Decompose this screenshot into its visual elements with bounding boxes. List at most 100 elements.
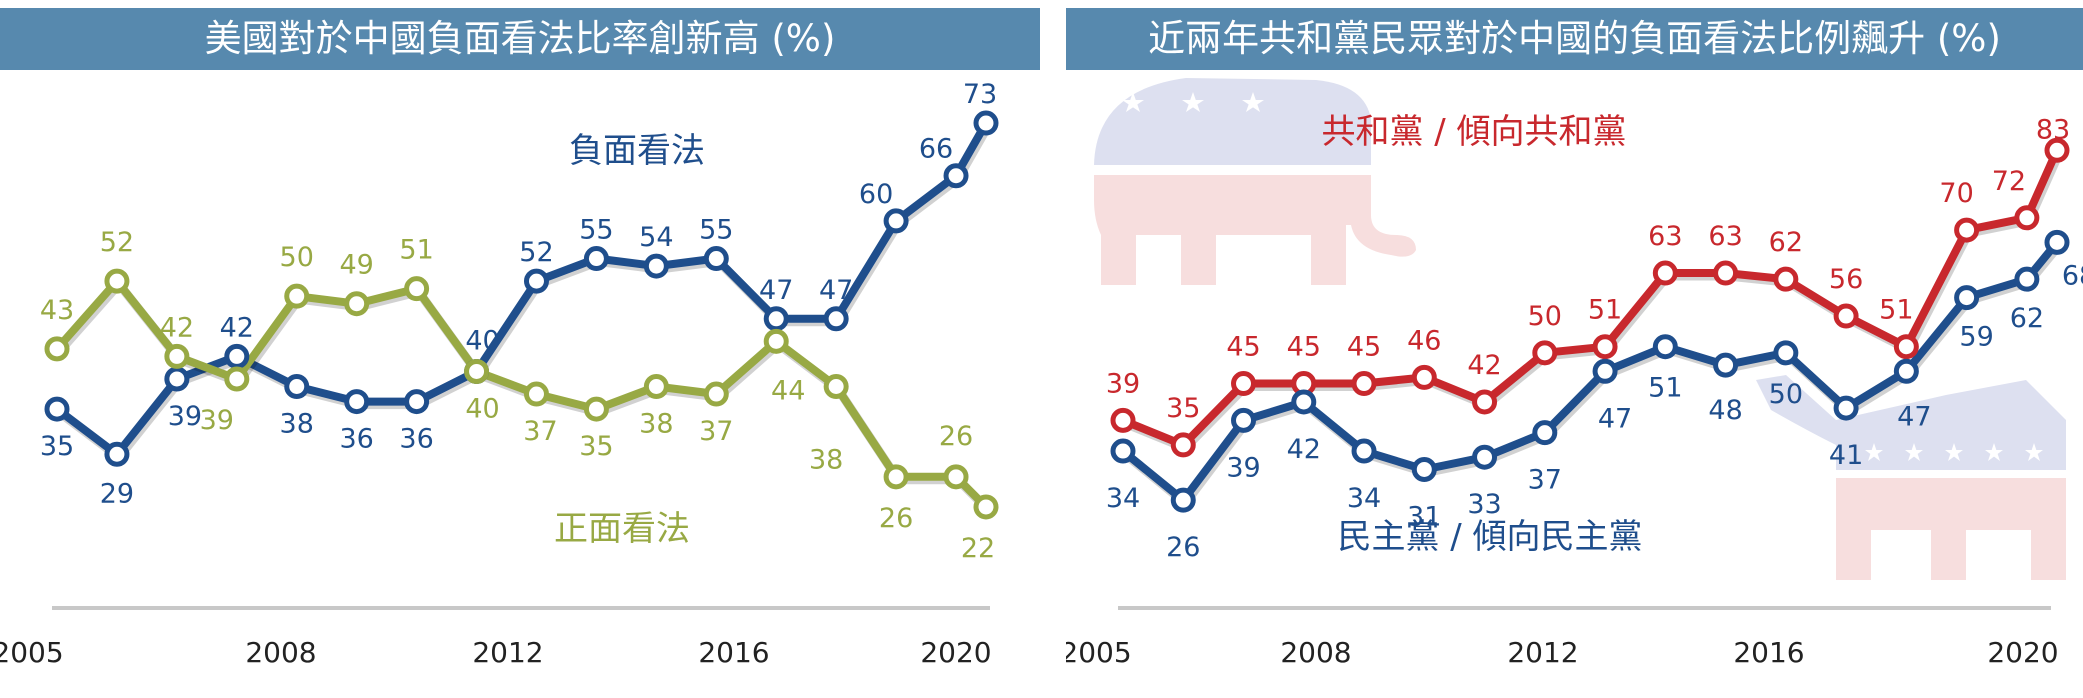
- data-point: [583, 396, 609, 422]
- data-point: [1110, 407, 1136, 433]
- data-point: [1411, 364, 1437, 390]
- data-point: [943, 163, 969, 189]
- data-point: [104, 441, 130, 467]
- data-label: 49: [339, 250, 373, 281]
- data-label: 38: [809, 445, 843, 476]
- elephant-red-legs: [1094, 175, 1416, 285]
- data-label: 42: [160, 312, 194, 343]
- x-tick-label: 2020: [920, 636, 991, 669]
- data-point: [523, 381, 549, 407]
- x-tick-label: 2012: [1507, 636, 1578, 669]
- data-label: 37: [699, 416, 733, 447]
- data-label: 36: [399, 424, 433, 455]
- data-label: 70: [1939, 178, 1973, 209]
- data-point: [224, 343, 250, 369]
- data-label: 59: [1959, 322, 1993, 353]
- data-point: [643, 374, 669, 400]
- data-point: [823, 306, 849, 332]
- data-label: 35: [40, 431, 74, 462]
- elephant-star-icon: [1122, 92, 1144, 112]
- data-label: 31: [1407, 501, 1441, 532]
- data-point: [973, 494, 999, 520]
- data-point: [1713, 352, 1739, 378]
- x-tick-label: 2012: [472, 636, 543, 669]
- data-label: 36: [339, 424, 373, 455]
- donkey-star-icon: [2025, 443, 2043, 461]
- x-tick-label: 2016: [1733, 636, 1804, 669]
- data-point: [404, 389, 430, 415]
- data-label: 37: [1528, 465, 1562, 496]
- data-label: 40: [465, 393, 499, 424]
- data-point: [1592, 334, 1618, 360]
- data-point: [2044, 229, 2070, 255]
- x-tick-label: 2008: [1280, 636, 1351, 669]
- data-label: 47: [1598, 403, 1632, 434]
- data-label: 47: [1897, 401, 1931, 432]
- data-label: 50: [280, 242, 314, 273]
- chart-title: 近兩年共和黨民眾對於中國的負面看法比例飆升 (%): [1066, 8, 2083, 70]
- data-label: 40: [465, 325, 499, 356]
- data-point: [1954, 285, 1980, 311]
- chart-panel-overall: 美國對於中國負面看法比率創新高 (%) 2005 2008 2012 2016 2020…: [0, 0, 1040, 698]
- data-point: [523, 268, 549, 294]
- data-label: 54: [639, 222, 673, 253]
- data-label: 39: [1226, 452, 1260, 483]
- data-label: 47: [759, 275, 793, 306]
- data-label: 34: [1106, 483, 1140, 514]
- data-label: 51: [1879, 295, 1913, 326]
- data-label: 47: [819, 275, 853, 306]
- data-point: [104, 268, 130, 294]
- data-label: 63: [1708, 221, 1742, 252]
- data-label: 26: [879, 503, 913, 534]
- data-point: [164, 343, 190, 369]
- data-point: [1170, 487, 1196, 513]
- chart-panel-partisan: 近兩年共和黨民眾對於中國的負面看法比例飆升 (%) 2005 2008 2012 20…: [1066, 0, 2083, 698]
- data-point: [2044, 137, 2070, 163]
- line-chart-overall: 2005 2008 2012 2016 2020 35 29 39 42 38 36 36 40 52 55…: [0, 79, 999, 669]
- data-point: [1351, 438, 1377, 464]
- democratic-donkey-watermark: [1756, 375, 2066, 580]
- data-point: [164, 366, 190, 392]
- data-point: [1652, 334, 1678, 360]
- x-tick-label: 2005: [0, 636, 64, 669]
- data-point: [763, 306, 789, 332]
- data-label: 56: [1829, 264, 1863, 295]
- data-label: 29: [100, 478, 134, 509]
- series-name-label: 負面看法: [569, 131, 705, 171]
- data-point: [1592, 358, 1618, 384]
- data-label: 26: [1166, 532, 1200, 563]
- series-line-shadow: [54, 279, 993, 515]
- data-label: 62: [2010, 303, 2044, 334]
- data-label: 43: [40, 295, 74, 326]
- data-point: [583, 246, 609, 272]
- donkey-red-legs: [1836, 478, 2066, 580]
- data-point: [1231, 407, 1257, 433]
- donkey-blue-head: [1756, 375, 2066, 470]
- data-point: [284, 374, 310, 400]
- data-point: [1472, 389, 1498, 415]
- data-point: [763, 328, 789, 354]
- data-label: 34: [1347, 483, 1381, 514]
- data-point: [943, 464, 969, 490]
- elephant-blue-body: [1094, 78, 1371, 165]
- data-point: [1532, 340, 1558, 366]
- data-label: 72: [1992, 166, 2026, 197]
- data-point: [703, 246, 729, 272]
- x-tick-label: 2005: [1066, 636, 1132, 669]
- data-point: [643, 253, 669, 279]
- data-label: 55: [699, 215, 733, 246]
- data-label: 51: [399, 235, 433, 266]
- data-point: [883, 208, 909, 234]
- data-point: [1411, 456, 1437, 482]
- data-label: 52: [100, 227, 134, 258]
- data-label: 63: [1648, 221, 1682, 252]
- data-point: [823, 374, 849, 400]
- data-label: 26: [939, 421, 973, 452]
- data-label: 51: [1588, 295, 1622, 326]
- elephant-star-icon: [1242, 92, 1264, 112]
- data-label: 60: [859, 179, 893, 210]
- series-name-label: 民主黨 / 傾向民主黨: [1337, 517, 1642, 557]
- data-point: [883, 464, 909, 490]
- data-label: 39: [200, 405, 234, 436]
- data-point: [1773, 266, 1799, 292]
